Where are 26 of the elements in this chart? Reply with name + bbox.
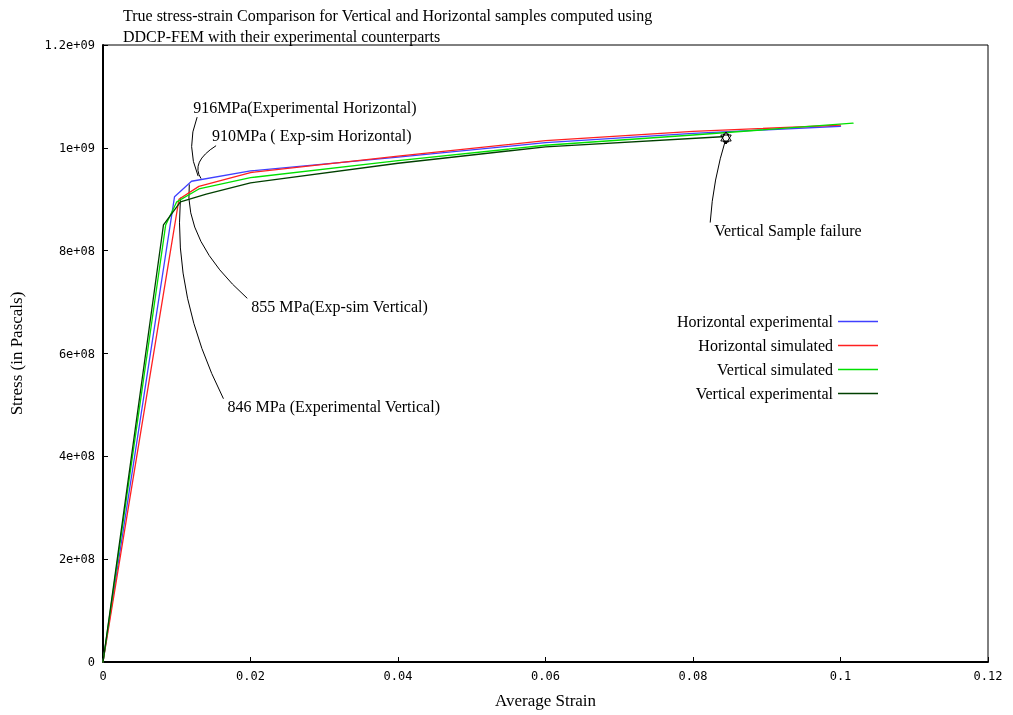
x-tick-label: 0.08 bbox=[678, 669, 708, 683]
x-tick-label: 0.06 bbox=[531, 669, 560, 683]
y-tick-label: 6e+08 bbox=[58, 346, 95, 361]
x-axis-title: Average Strain bbox=[494, 691, 597, 710]
annotation: 916MPa(Experimental Horizontal) bbox=[193, 98, 417, 117]
legend-label: Horizontal experimental bbox=[677, 313, 834, 331]
y-tick-label: 4e+08 bbox=[58, 449, 95, 464]
chart-title: True stress-strain Comparison for Vertical and Horizontal samples computed using DDCP-FEM with their experimental counterparts bbox=[123, 7, 657, 46]
annotation: 846 MPa (Experimental Vertical) bbox=[227, 398, 440, 417]
y-axis-title: Stress (in Pascals) bbox=[7, 291, 26, 416]
x-tick-label: 0.04 bbox=[383, 669, 413, 683]
legend-label: Vertical simulated bbox=[717, 361, 833, 378]
annotation: 910MPa ( Exp-sim Horizontal) bbox=[212, 127, 412, 146]
legend-label: Vertical experimental bbox=[695, 385, 834, 403]
y-tick-label: 1.2e+09 bbox=[44, 38, 95, 52]
x-tick-label: 0.12 bbox=[973, 669, 1003, 683]
y-tick-label: 0 bbox=[87, 655, 95, 669]
legend-label: Horizontal simulated bbox=[698, 337, 833, 354]
x-tick-label: 0.02 bbox=[236, 669, 265, 683]
y-tick-label: 8e+08 bbox=[58, 243, 95, 258]
x-tick-label: 0 bbox=[99, 669, 107, 683]
annotation: Vertical Sample failure bbox=[714, 222, 862, 241]
y-tick-label: 2e+08 bbox=[58, 552, 95, 567]
y-tick-label: 1e+09 bbox=[58, 140, 95, 155]
x-tick-label: 0.1 bbox=[829, 669, 852, 683]
annotation: 855 MPa(Exp-sim Vertical) bbox=[251, 297, 428, 316]
